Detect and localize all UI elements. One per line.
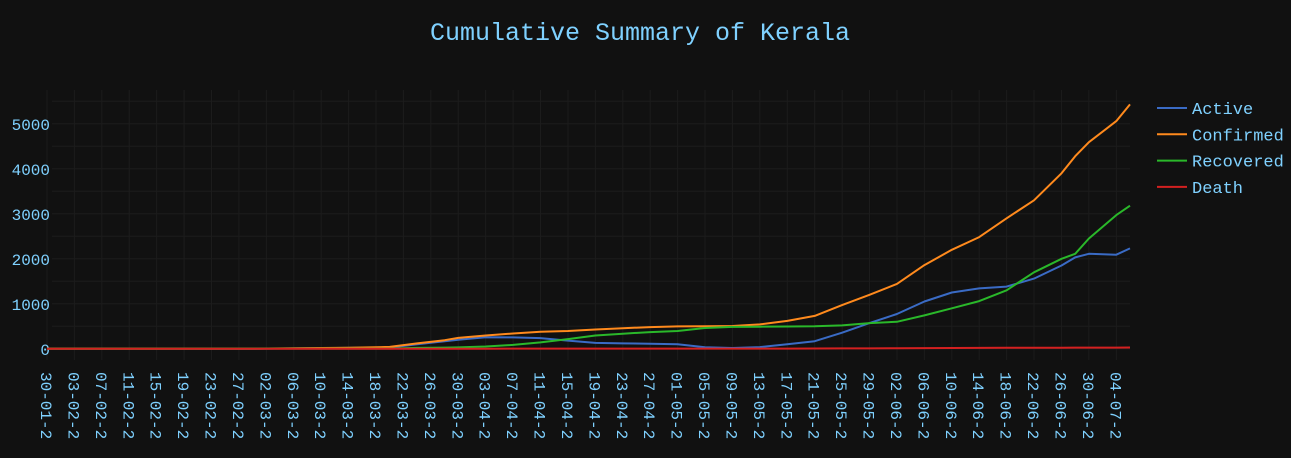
x-tick-label: 02-06-2 [886, 372, 904, 439]
x-tick-label: 26-03-2 [420, 372, 438, 439]
y-tick-label: 4000 [12, 162, 50, 180]
x-tick-label: 13-05-2 [749, 372, 767, 439]
x-tick-label: 18-06-2 [996, 372, 1014, 439]
x-tick-label: 06-06-2 [913, 372, 931, 439]
legend-item-recovered[interactable]: Recovered [1157, 154, 1284, 173]
y-tick-label: 2000 [12, 252, 50, 270]
legend-label: Confirmed [1192, 127, 1284, 146]
grid [46, 90, 1130, 360]
x-tick-label: 23-02-2 [201, 372, 219, 439]
x-tick-label: 04-07-2 [1105, 372, 1123, 439]
y-tick-label: 1000 [12, 297, 50, 315]
x-tick-label: 07-02-2 [91, 372, 109, 439]
series-line-active [46, 247, 1131, 350]
legend-label: Active [1192, 101, 1253, 120]
x-tick-label: 03-02-2 [63, 372, 81, 439]
series-lines [46, 103, 1131, 350]
x-tick-label: 07-04-2 [502, 372, 520, 439]
x-tick-label: 19-04-2 [584, 372, 602, 439]
y-axis-ticks: 0 1000 2000 3000 4000 5000 [12, 117, 50, 360]
x-tick-label: 10-06-2 [941, 372, 959, 439]
y-tick-label: 5000 [12, 117, 50, 135]
x-tick-label: 21-05-2 [804, 372, 822, 439]
x-tick-label: 23-04-2 [612, 372, 630, 439]
x-tick-label: 11-04-2 [530, 372, 548, 439]
x-tick-label: 19-02-2 [173, 372, 191, 439]
series-line-confirmed [47, 103, 1131, 350]
x-tick-label: 14-03-2 [338, 372, 356, 439]
x-tick-label: 17-05-2 [776, 372, 794, 439]
y-tick-label: 3000 [12, 207, 50, 225]
x-tick-label: 27-02-2 [228, 372, 246, 439]
chart-title: Cumulative Summary of Kerala [430, 19, 850, 48]
x-tick-label: 29-05-2 [859, 372, 877, 439]
x-tick-label: 09-05-2 [721, 372, 739, 439]
x-tick-label: 25-05-2 [831, 372, 849, 439]
x-axis-ticks: 30-01-2 03-02-2 07-02-2 11-02-2 15-02-2 19-02… [36, 372, 1123, 439]
x-tick-label: 14-06-2 [968, 372, 986, 439]
legend-label: Death [1192, 180, 1243, 199]
series-line-recovered [46, 204, 1131, 350]
x-tick-label: 22-06-2 [1023, 372, 1041, 439]
x-tick-label: 03-04-2 [475, 372, 493, 439]
x-tick-label: 22-03-2 [392, 372, 410, 439]
x-tick-label: 18-03-2 [365, 372, 383, 439]
x-tick-label: 26-06-2 [1050, 372, 1068, 439]
x-tick-label: 30-01-2 [36, 372, 54, 439]
x-tick-label: 15-02-2 [146, 372, 164, 439]
x-tick-label: 06-03-2 [283, 372, 301, 439]
series-line-death [47, 346, 1131, 350]
x-tick-label: 05-05-2 [694, 372, 712, 439]
legend-item-confirmed[interactable]: Confirmed [1157, 127, 1284, 146]
x-tick-label: 30-03-2 [447, 372, 465, 439]
x-tick-label: 27-04-2 [639, 372, 657, 439]
legend-item-active[interactable]: Active [1157, 101, 1253, 120]
legend-item-death[interactable]: Death [1157, 180, 1243, 199]
x-tick-label: 15-04-2 [557, 372, 575, 439]
legend[interactable]: Active Confirmed Recovered Death [1157, 101, 1284, 199]
x-tick-label: 01-05-2 [667, 372, 685, 439]
x-tick-label: 10-03-2 [310, 372, 328, 439]
y-tick-label: 0 [40, 342, 50, 360]
x-tick-label: 30-06-2 [1078, 372, 1096, 439]
x-tick-label: 11-02-2 [118, 372, 136, 439]
legend-label: Recovered [1192, 154, 1284, 173]
x-tick-label: 02-03-2 [255, 372, 273, 439]
